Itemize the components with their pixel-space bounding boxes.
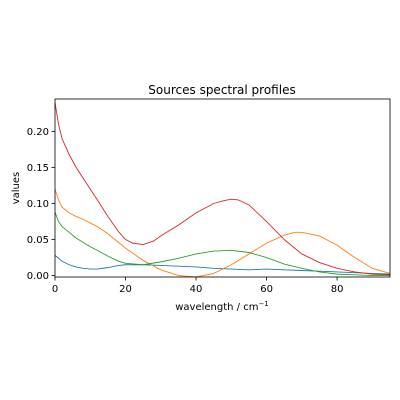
y-tick-label: 0.20 [27,127,49,138]
y-tick-label: 0.10 [27,199,49,210]
x-tick-label: 20 [119,284,132,295]
plot-area [54,102,391,278]
chart-title: Sources spectral profiles [148,83,295,97]
y-tick-label: 0.00 [27,271,49,282]
plot-frame [54,98,391,278]
y-tick-label: 0.05 [27,235,49,246]
series-line-3 [54,211,390,277]
y-axis: 0.00 0.05 0.10 0.15 0.20 [27,127,55,282]
x-tick-label: 40 [190,284,203,295]
y-axis-label: values [11,172,22,205]
x-tick-label: 60 [260,284,273,295]
x-tick-label: 0 [52,284,58,295]
series-line-1 [54,255,391,275]
series-line-4 [54,102,391,276]
y-tick-label: 0.15 [27,163,49,174]
x-axis-label: wavelength / cm−1 [175,300,269,313]
x-axis-label-superscript: −1 [258,300,268,308]
x-axis: 0 20 40 60 80 [52,277,344,295]
series-line-2 [54,188,391,278]
x-tick-label: 80 [331,284,344,295]
